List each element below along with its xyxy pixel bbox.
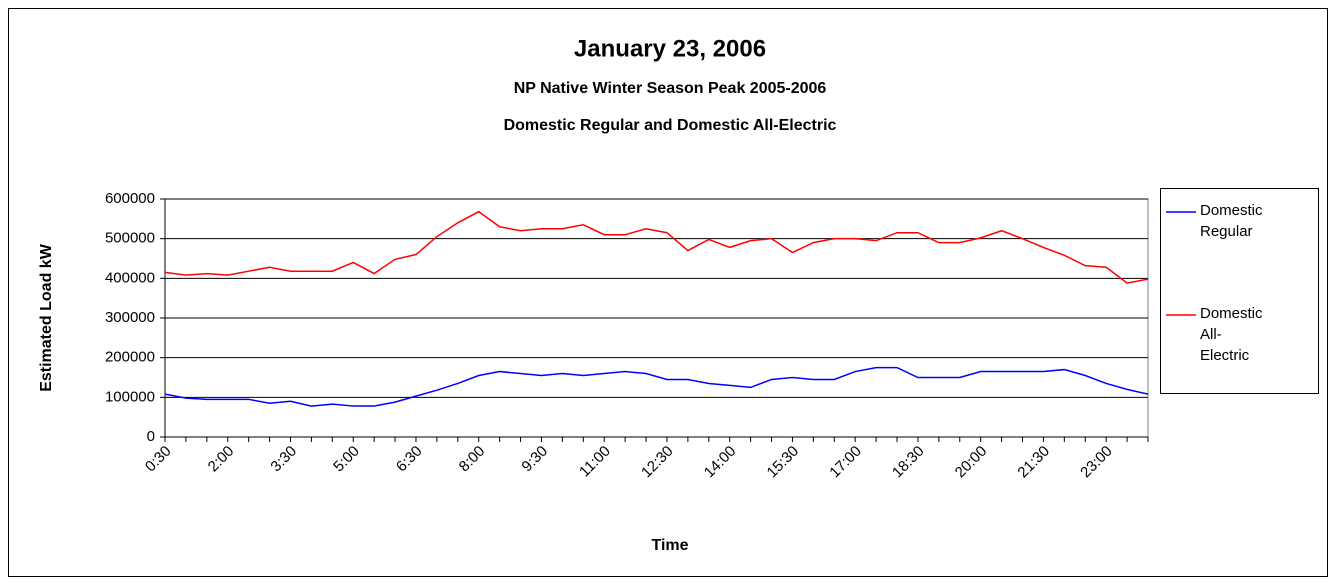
y-tick-label: 400000 <box>105 269 155 286</box>
legend-label: Domestic Regular <box>1200 202 1263 240</box>
y-tick-label: 100000 <box>105 388 155 405</box>
chart-subtitle: NP Native Winter Season Peak 2005-2006 <box>514 80 827 97</box>
y-tick-label: 300000 <box>105 309 155 326</box>
y-tick-label: 500000 <box>105 230 155 247</box>
y-tick-label: 0 <box>147 428 155 445</box>
legend-box <box>1160 188 1319 394</box>
chart-subtitle: Domestic Regular and Domestic All-Electr… <box>504 117 837 134</box>
x-axis-label: Time <box>651 537 688 554</box>
series-line <box>164 366 1149 407</box>
y-axis-label: Estimated Load kW <box>38 243 55 391</box>
series-line <box>164 210 1149 284</box>
y-tick-label: 200000 <box>105 349 155 366</box>
y-tick-label: 600000 <box>105 190 155 207</box>
legend-label: Domestic All-Electric <box>1200 305 1263 364</box>
chart-title: January 23, 2006 <box>574 35 766 62</box>
